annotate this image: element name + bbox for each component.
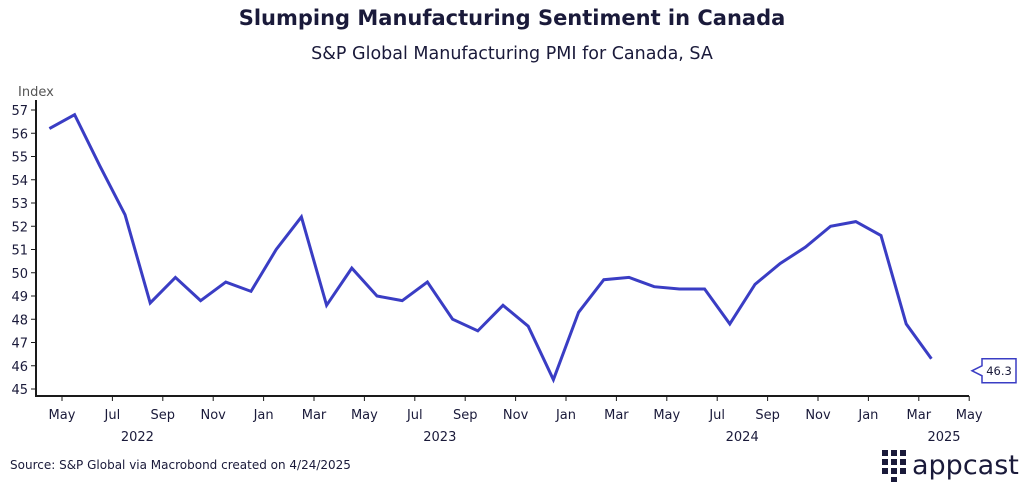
y-tick-label: 55 (11, 151, 28, 166)
y-tick-label: 52 (11, 220, 28, 235)
x-tick-label: Jul (406, 408, 423, 423)
x-tick-label: May (351, 408, 378, 423)
value-callout-label: 46.3 (986, 364, 1012, 378)
x-tick-label: Sep (755, 408, 780, 423)
x-tick-label: Jul (104, 408, 121, 423)
y-tick-label: 46 (11, 360, 28, 375)
x-tick-label: Jul (708, 408, 725, 423)
year-label: 2023 (423, 430, 456, 445)
series-line (48, 112, 933, 384)
y-tick-label: 47 (11, 337, 28, 352)
y-tick-label: 51 (11, 244, 28, 259)
x-tick-label: Nov (201, 408, 227, 423)
appcast-logo: appcast (880, 447, 1020, 487)
x-tick-label: Sep (151, 408, 176, 423)
chart-title: Slumping Manufacturing Sentiment in Cana… (238, 6, 786, 30)
year-label: 2024 (726, 430, 759, 445)
y-tick-label: 54 (11, 174, 28, 189)
y-tick-label: 48 (11, 313, 28, 328)
x-tick-label: Nov (805, 408, 831, 423)
x-tick-label: Mar (907, 408, 932, 423)
year-label: 2022 (121, 430, 154, 445)
x-tick-label: May (956, 408, 983, 423)
y-tick-label: 49 (11, 290, 28, 305)
y-tick-label: 53 (11, 197, 28, 212)
x-tick-label: May (49, 408, 76, 423)
x-tick-label: Sep (453, 408, 478, 423)
y-tick-label: 50 (11, 267, 28, 282)
x-tick-label: Nov (503, 408, 529, 423)
x-tick-label: Mar (604, 408, 629, 423)
source-note: Source: S&P Global via Macrobond created… (10, 458, 351, 472)
y-tick-label: 45 (11, 383, 28, 398)
y-tick-label: 56 (11, 127, 28, 142)
logo-mark-icon (882, 450, 906, 482)
logo-text: appcast (912, 450, 1019, 481)
chart-subtitle: S&P Global Manufacturing PMI for Canada,… (311, 44, 713, 64)
value-callout (970, 358, 1017, 384)
x-tick-label: Mar (302, 408, 327, 423)
x-tick-label: Jan (555, 408, 576, 423)
x-tick-label: Jan (857, 408, 878, 423)
year-label: 2025 (927, 430, 960, 445)
y-tick-label: 57 (11, 104, 28, 119)
x-tick-label: Jan (253, 408, 274, 423)
y-axis-label: Index (18, 85, 54, 100)
x-tick-label: May (653, 408, 680, 423)
